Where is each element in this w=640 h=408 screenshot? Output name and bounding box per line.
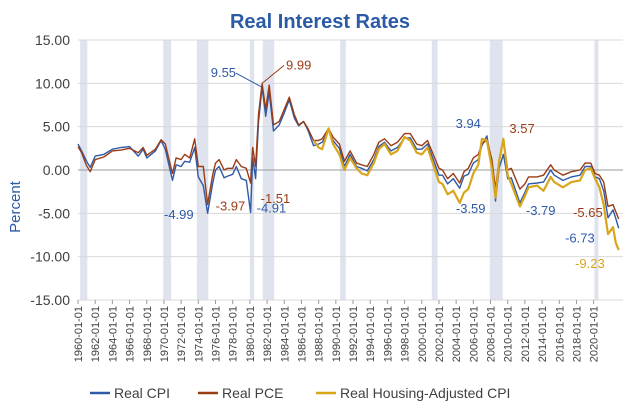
x-tick-label: 1966-01-01 [125, 306, 137, 362]
x-tick-label: 1998-01-01 [400, 306, 412, 362]
annotation-label: -5.65 [573, 205, 603, 220]
x-tick-label: 1994-01-01 [365, 306, 377, 362]
x-tick-label: 1976-01-01 [211, 306, 223, 362]
x-tick-label: 1970-01-01 [159, 306, 171, 362]
series-line-3 [312, 127, 620, 251]
legend: Real CPI Real PCE Real Housing-Adjusted CP… [90, 385, 510, 401]
x-tick-label: 1982-01-01 [262, 306, 274, 362]
x-tick-label: 1974-01-01 [193, 306, 205, 362]
x-tick-label: 2018-01-01 [571, 306, 583, 362]
x-tick-label: 2002-01-01 [434, 306, 446, 362]
legend-label: Real CPI [114, 385, 170, 401]
x-tick-label: 2014-01-01 [537, 306, 549, 362]
x-tick-label: 1984-01-01 [279, 306, 291, 362]
annotation-label: -4.91 [257, 201, 287, 216]
x-axis-ticks: 1960-01-01 1962-01-01 1964-01-01 1966-01-01… [73, 300, 601, 362]
y-tick-label: 0.00 [43, 162, 70, 178]
x-tick-label: 2016-01-01 [554, 306, 566, 362]
x-tick-label: 2020-01-01 [589, 306, 601, 362]
annotation-leader [261, 65, 285, 84]
x-tick-label: 2012-01-01 [520, 306, 532, 362]
x-tick-label: 1992-01-01 [348, 306, 360, 362]
chart-title: Real Interest Rates [230, 11, 410, 33]
y-axis-ticks: 15.00 10.00 5.00 0.00 -5.00 -10.00 -15.00 [30, 32, 70, 308]
annotation-label: -3.79 [526, 203, 556, 218]
data-annotations: 9.55 9.99 -1.51-4.91 -4.99 -3.97 3.94 3.57 -3.5… [164, 57, 605, 271]
legend-label: Real PCE [222, 385, 283, 401]
annotation-label: -3.97 [216, 198, 246, 213]
legend-label: Real Housing-Adjusted CPI [340, 385, 510, 401]
annotation-label: 3.57 [509, 121, 534, 136]
y-tick-label: 15.00 [35, 32, 70, 48]
annotation-label: -4.99 [164, 207, 194, 222]
annotation-label: -9.23 [575, 256, 605, 271]
x-tick-label: 2004-01-01 [451, 306, 463, 362]
gridlines [78, 39, 623, 301]
y-tick-label: 5.00 [43, 119, 70, 135]
x-tick-label: 1964-01-01 [107, 306, 119, 362]
x-tick-label: 1996-01-01 [382, 306, 394, 362]
annotation-leader [235, 72, 263, 88]
annotation-label: -3.59 [456, 201, 486, 216]
series-lines [77, 82, 620, 251]
x-tick-label: 1972-01-01 [176, 306, 188, 362]
x-tick-label: 1990-01-01 [331, 306, 343, 362]
annotation-label: -1.51 [261, 191, 291, 206]
y-axis-label: Percent [7, 180, 24, 233]
x-tick-label: 1968-01-01 [142, 306, 154, 362]
x-tick-label: 2008-01-01 [486, 306, 498, 362]
x-tick-label: 2006-01-01 [468, 306, 480, 362]
annotation-label: 9.99 [286, 57, 311, 72]
x-tick-label: 1988-01-01 [314, 306, 326, 362]
x-tick-label: 2010-01-01 [503, 306, 515, 362]
y-tick-label: -15.00 [30, 292, 70, 308]
annotation-label: -6.73 [565, 230, 595, 245]
annotation-label: 3.94 [456, 116, 481, 131]
x-tick-label: 1986-01-01 [296, 306, 308, 362]
x-tick-label: 1978-01-01 [228, 306, 240, 362]
annotation-label: 9.55 [211, 65, 236, 80]
y-tick-label: -10.00 [30, 249, 70, 265]
series-line-2 [77, 82, 620, 220]
y-tick-label: -5.00 [38, 205, 70, 221]
x-tick-label: 1962-01-01 [90, 306, 102, 362]
x-tick-label: 2000-01-01 [417, 306, 429, 362]
y-tick-label: 10.00 [35, 75, 70, 91]
x-tick-label: 1980-01-01 [245, 306, 257, 362]
x-tick-label: 1960-01-01 [73, 306, 85, 362]
